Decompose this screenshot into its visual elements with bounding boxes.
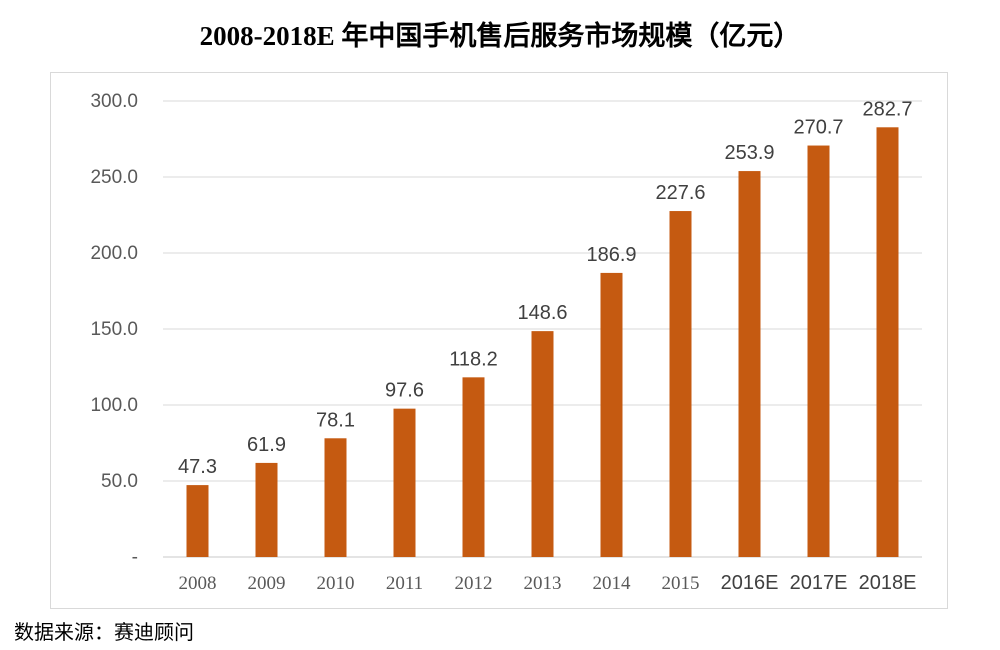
x-tick-label: 2010 bbox=[317, 573, 355, 594]
chart-frame bbox=[50, 72, 948, 609]
y-tick-label: 50.0 bbox=[101, 471, 138, 492]
x-tick-label: 2009 bbox=[248, 573, 286, 594]
source-note: 数据来源：赛迪顾问 bbox=[14, 620, 194, 644]
x-tick-label: 2018E bbox=[859, 572, 917, 594]
bar bbox=[600, 272, 623, 557]
x-tick-label: 2011 bbox=[386, 573, 423, 594]
x-tick-label: 2015 bbox=[662, 573, 700, 594]
x-tick-label: 2013 bbox=[524, 573, 562, 594]
y-tick-label: 150.0 bbox=[90, 319, 138, 340]
data-label: 253.9 bbox=[724, 142, 774, 164]
bar bbox=[462, 377, 485, 557]
y-tick-label: 100.0 bbox=[90, 395, 138, 416]
bar bbox=[807, 145, 830, 557]
y-tick-label: 300.0 bbox=[90, 91, 138, 112]
bar bbox=[669, 211, 692, 557]
bar bbox=[738, 171, 761, 557]
data-label: 270.7 bbox=[793, 117, 843, 139]
data-label: 148.6 bbox=[517, 302, 567, 324]
bar bbox=[186, 485, 209, 557]
x-tick-label: 2012 bbox=[455, 573, 493, 594]
bar bbox=[531, 331, 554, 557]
data-label: 47.3 bbox=[178, 456, 217, 478]
data-label: 282.7 bbox=[862, 98, 912, 120]
x-tick-label: 2008 bbox=[179, 573, 217, 594]
data-label: 61.9 bbox=[247, 434, 286, 456]
x-tick-label: 2016E bbox=[721, 572, 779, 594]
data-label: 186.9 bbox=[586, 244, 636, 266]
data-label: 78.1 bbox=[316, 409, 355, 431]
bar bbox=[255, 462, 278, 557]
x-tick-label: 2014 bbox=[593, 573, 632, 594]
y-tick-label: 250.0 bbox=[90, 167, 138, 188]
y-tick-label: 200.0 bbox=[90, 243, 138, 264]
bar bbox=[876, 127, 899, 558]
bar bbox=[324, 438, 347, 557]
data-label: 97.6 bbox=[385, 380, 424, 402]
x-tick-label: 2017E bbox=[790, 572, 848, 594]
bar bbox=[393, 408, 416, 557]
chart-title: 2008-2018E 年中国手机售后服务市场规模（亿元） bbox=[199, 21, 801, 51]
y-tick-label: - bbox=[132, 547, 138, 568]
data-label: 227.6 bbox=[655, 182, 705, 204]
data-label: 118.2 bbox=[449, 348, 498, 370]
